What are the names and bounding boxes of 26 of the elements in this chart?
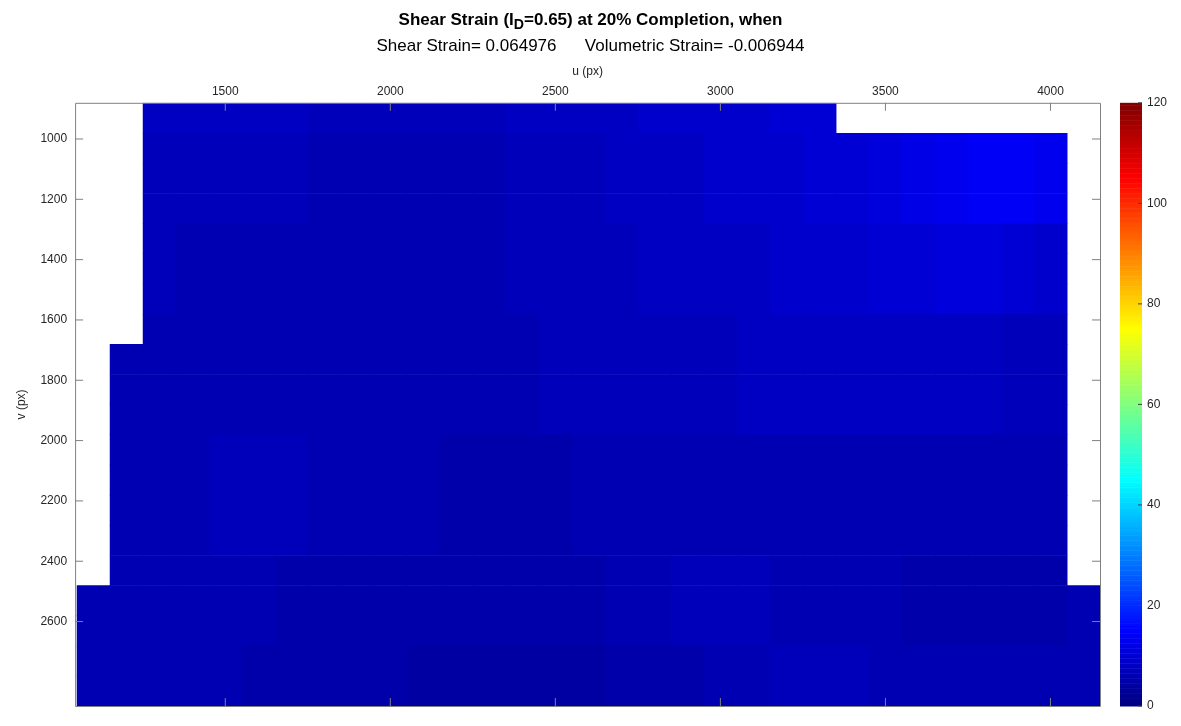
x-tick-label: 3500 [872, 83, 900, 98]
color-bar-label: 120 [1147, 95, 1168, 110]
x-tick-label: 2500 [542, 83, 570, 98]
x-tick-label: 1500 [211, 83, 239, 98]
y-tick-label: 1800 [40, 372, 68, 387]
y-tick-label: 1200 [40, 191, 68, 206]
color-bar-label: 40 [1147, 497, 1161, 512]
y-axis-title: v (px) [13, 389, 28, 420]
color-bar-label: 20 [1147, 597, 1161, 612]
x-tick-label: 4000 [1037, 83, 1065, 98]
chart-subtitle: Shear Strain= 0.064976 Volumetric Strain= -0.006944 [375, 36, 806, 56]
color-bar-label: 100 [1147, 195, 1168, 210]
color-bar-label: 0 [1147, 698, 1154, 713]
y-tick-label: 1600 [40, 312, 68, 327]
y-tick-label: 2600 [40, 613, 68, 628]
x-axis-title: u (px) [572, 63, 603, 78]
chart-title: Shear Strain (I$_{D}$=0.65) at 20% Completion, when [397, 9, 784, 33]
color-bar-label: 80 [1147, 296, 1161, 311]
y-tick-label: 2400 [40, 553, 68, 568]
color-bar-label: 60 [1147, 396, 1161, 411]
x-tick-label: 2000 [376, 83, 404, 98]
x-tick-label: 3000 [707, 83, 735, 98]
y-tick-label: 1000 [40, 131, 68, 146]
y-tick-label: 2200 [40, 493, 68, 508]
y-tick-label: 1400 [40, 251, 68, 266]
y-tick-label: 2000 [40, 432, 68, 447]
